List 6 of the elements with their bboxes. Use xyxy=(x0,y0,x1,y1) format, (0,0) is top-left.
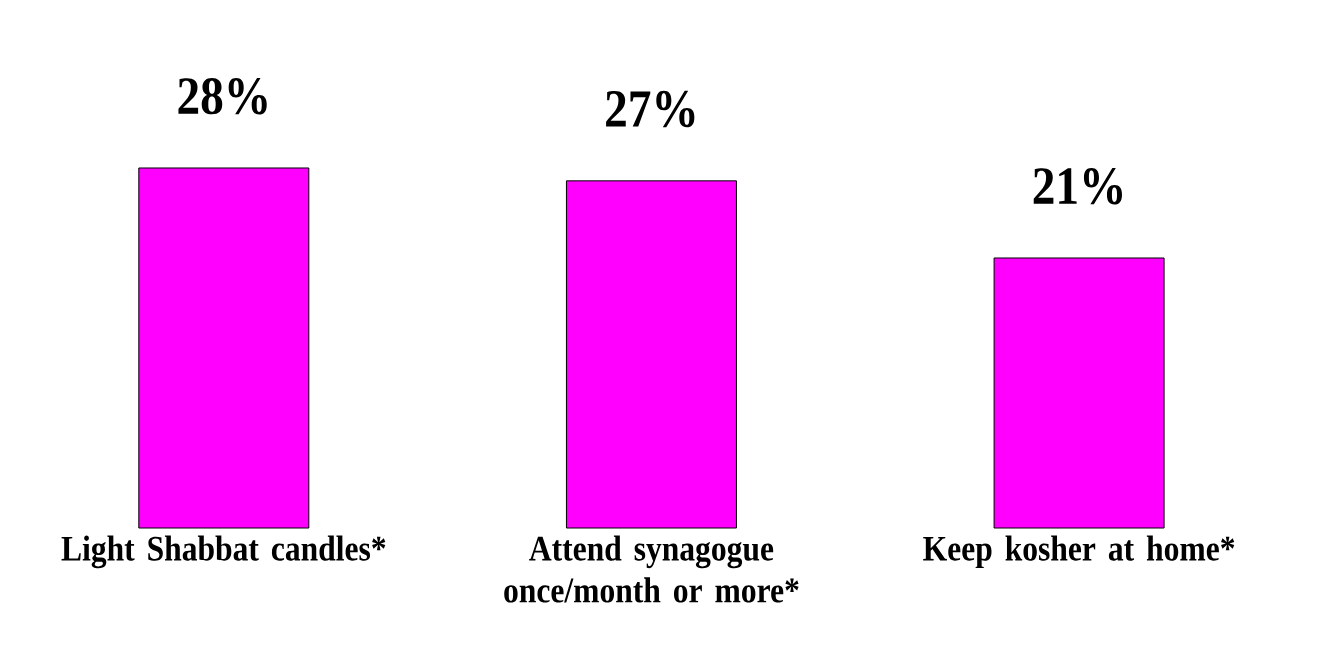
data-label: 28% xyxy=(178,77,267,115)
x-tick-label: Light Shabbat candles* xyxy=(61,535,386,569)
data-label: 21% xyxy=(1033,167,1122,205)
x-tick-label: Keep kosher at home* xyxy=(923,535,1235,569)
data-label: 27% xyxy=(606,90,695,128)
x-tick-label: Attend synagogue once/month or more* xyxy=(504,535,799,603)
